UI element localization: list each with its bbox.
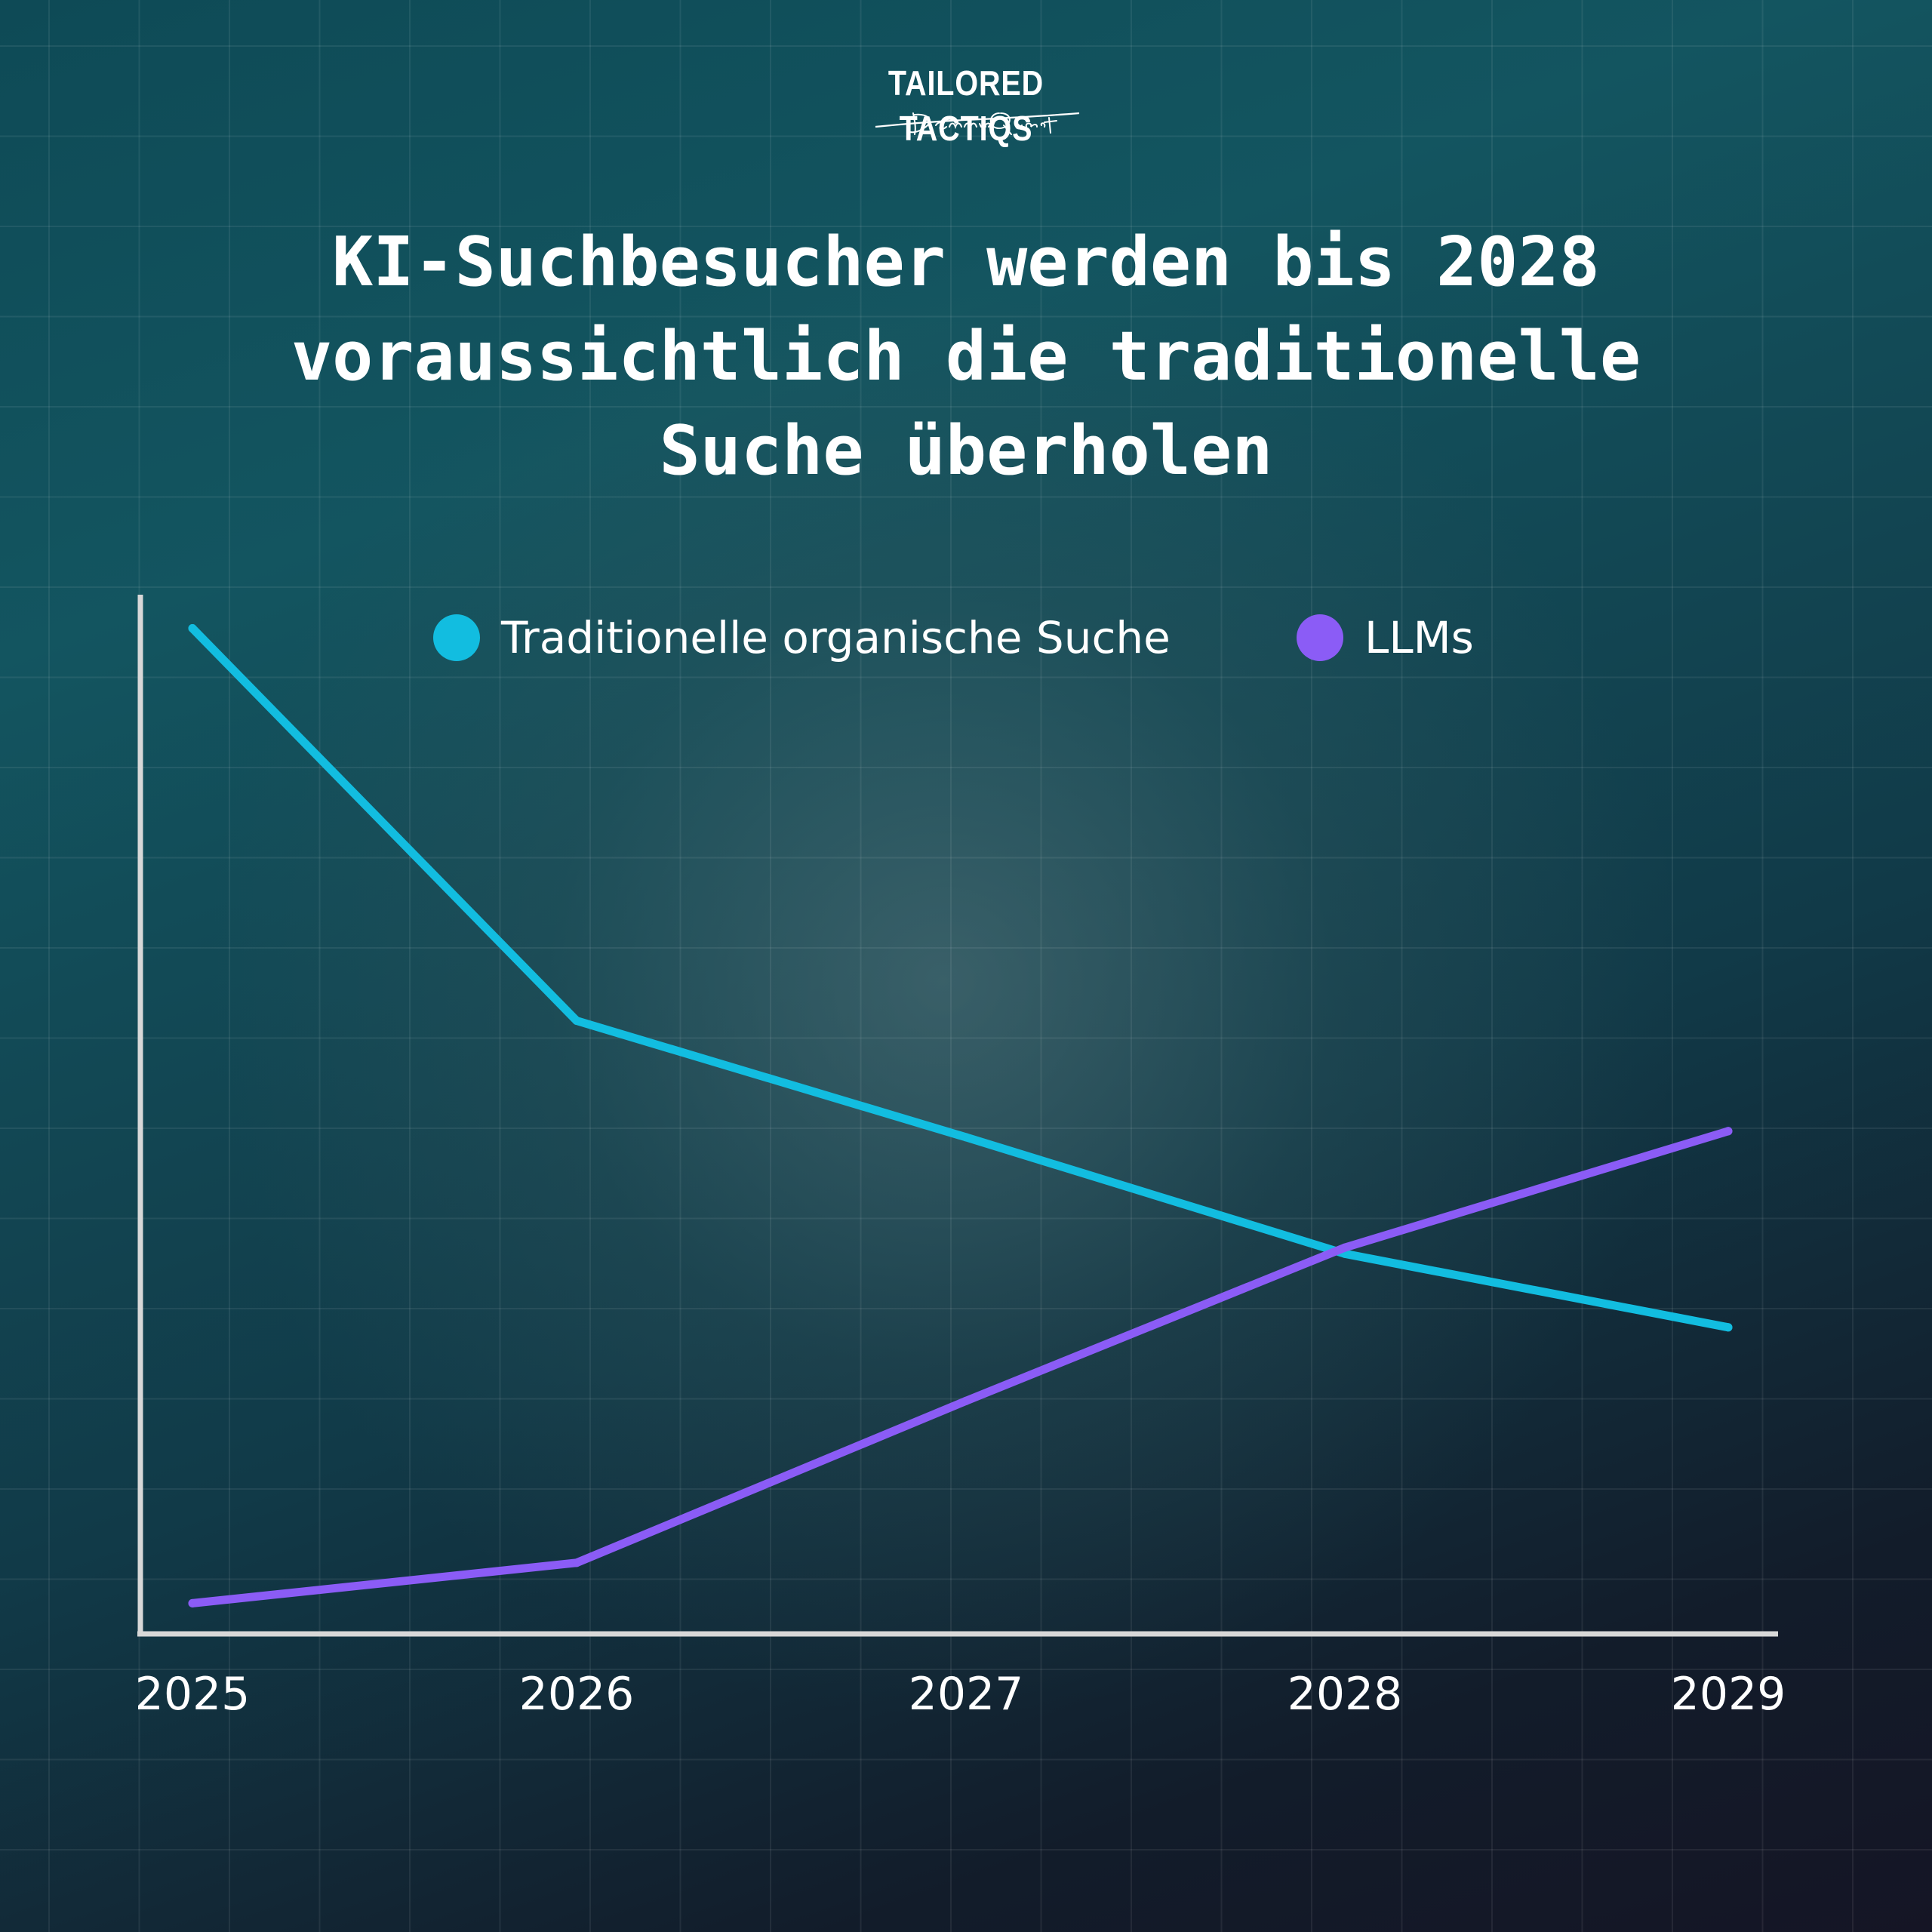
x-tick-label: 2029 [1670, 1668, 1786, 1721]
legend-item-llms: LLMs [1297, 604, 1474, 672]
data-point [1340, 1243, 1349, 1252]
x-tick-label: 2026 [518, 1668, 635, 1721]
data-point [188, 624, 197, 632]
x-tick-label: 2028 [1287, 1668, 1403, 1721]
title-line: Suche überholen [659, 411, 1273, 491]
data-point [572, 1558, 581, 1567]
data-point [188, 1598, 197, 1607]
legend-label: LLMs [1364, 612, 1474, 663]
series-line-traditional [188, 624, 1733, 1332]
series-line-llms [188, 1127, 1733, 1607]
x-tick-label: 2027 [908, 1668, 1024, 1721]
legend-item-traditional: Traditionelle organische Suche [433, 604, 1171, 672]
data-point [961, 1133, 971, 1142]
legend-swatch [1297, 614, 1343, 661]
series-layer [188, 624, 1733, 1607]
chart-title: KI-Suchbesucher werden bis 2028 voraussi… [211, 215, 1721, 498]
logo-signature [875, 112, 1080, 135]
legend-swatch [433, 614, 480, 661]
chart-legend: Traditionelle organische Suche LLMs [0, 604, 1932, 672]
data-point [961, 1396, 971, 1405]
title-line: KI-Suchbesucher werden bis 2028 [332, 223, 1600, 302]
data-point [1724, 1323, 1733, 1332]
x-tick-label: 2025 [134, 1668, 251, 1721]
brand-logo: TAILORED TACTIQS [815, 60, 1117, 148]
title-line: voraussichtlich die traditionelle [291, 317, 1641, 396]
legend-label: Traditionelle organische Suche [501, 612, 1171, 663]
data-point [1724, 1127, 1733, 1136]
data-point [572, 1017, 581, 1025]
